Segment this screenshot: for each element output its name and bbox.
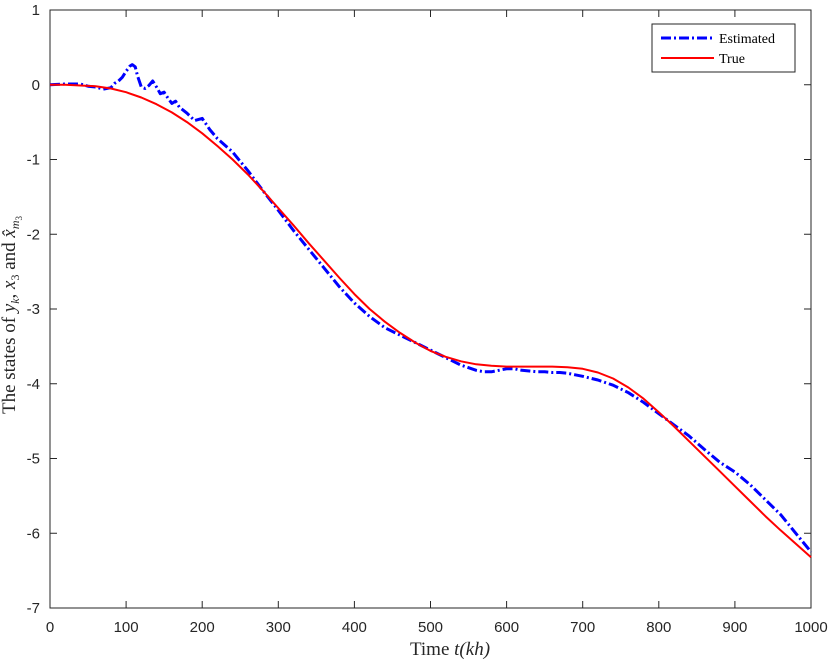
series-group xyxy=(49,63,813,558)
y-axis-label-y-sub: k xyxy=(8,298,22,304)
y-axis-label-sep: , xyxy=(0,289,20,299)
x-tick-label: 800 xyxy=(646,619,671,636)
y-axis-label-xhat: x̂ xyxy=(0,229,20,239)
y-tick-label: -3 xyxy=(27,301,40,318)
x-tick-label: 1000 xyxy=(794,619,827,636)
y-tick-label: -5 xyxy=(27,451,40,468)
x-tick-label: 400 xyxy=(342,619,367,636)
legend-box xyxy=(651,23,796,73)
x-axis-label-text: Time xyxy=(410,639,454,660)
y-axis-label-y: y xyxy=(0,303,20,314)
y-tick-label: 0 xyxy=(32,77,40,94)
y-tick-label: -7 xyxy=(27,600,40,617)
x-axis-label-math: t(kh) xyxy=(454,639,490,660)
y-tick-label: -2 xyxy=(27,226,40,243)
legend-label-true: True xyxy=(719,52,745,67)
y-tick-label: -1 xyxy=(27,152,40,169)
x-tick-label: 0 xyxy=(46,619,54,636)
x-tick-label: 200 xyxy=(190,619,215,636)
y-tick-label: -6 xyxy=(27,525,40,542)
x-tick-label: 900 xyxy=(722,619,747,636)
y-axis-label-and: and xyxy=(0,238,20,275)
x-tick-label: 300 xyxy=(266,619,291,636)
y-tick-labels: 1 0 -1 -2 -3 -4 -5 -6 -7 xyxy=(27,2,40,617)
plot-area xyxy=(49,9,812,609)
x-tick-label: 100 xyxy=(114,619,139,636)
y-axis-label-xhat-sub: m xyxy=(8,220,22,229)
series-line-true xyxy=(50,83,812,558)
legend-label-estimated: Estimated xyxy=(719,32,775,47)
y-axis-label-x: x xyxy=(0,280,20,290)
y-axis-label-x-sub: 3 xyxy=(8,275,22,281)
y-axis-label-xhat-subsub: 3 xyxy=(14,215,24,220)
x-axis-label: Time t(kh) xyxy=(410,639,490,660)
x-tick-label: 700 xyxy=(570,619,595,636)
y-axis-label-text: The states of xyxy=(0,312,20,414)
series-line-estimated xyxy=(49,63,813,553)
x-tick-labels: 0 100 200 300 400 500 600 700 800 900 1000 xyxy=(46,619,828,636)
x-tick-label: 500 xyxy=(418,619,443,636)
y-axis-label: The states of yk, x3 and x̂m3 xyxy=(0,215,24,414)
legend: Estimated True xyxy=(651,23,796,73)
y-tick-label: -4 xyxy=(27,376,40,393)
y-tick-label: 1 xyxy=(32,2,40,19)
x-tick-label: 600 xyxy=(494,619,519,636)
